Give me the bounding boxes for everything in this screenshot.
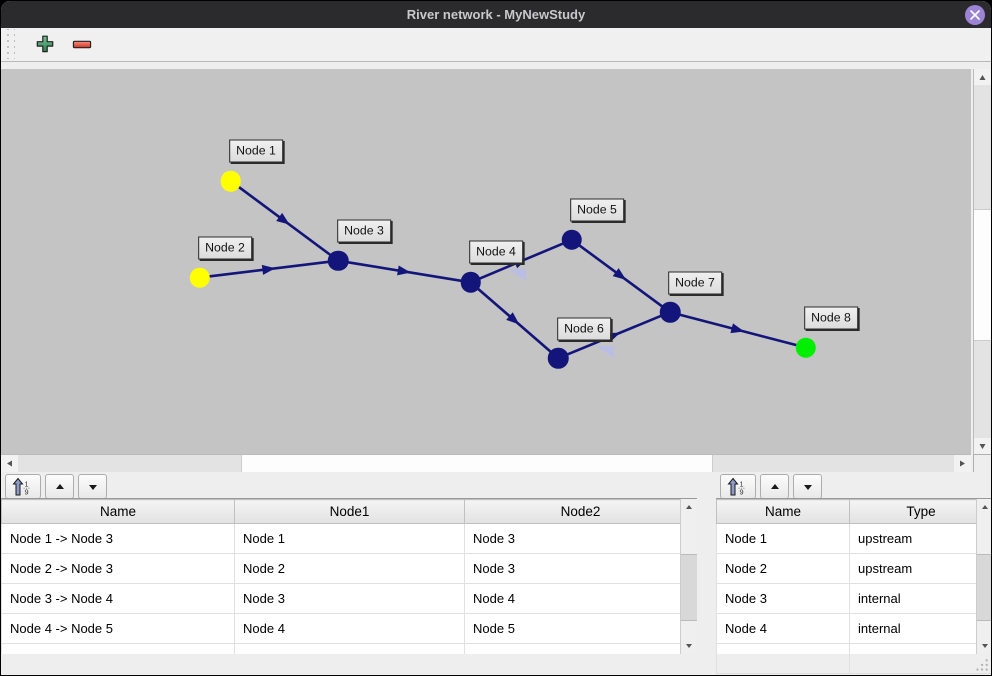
svg-text:9: 9 — [740, 487, 744, 496]
svg-text:9: 9 — [25, 487, 29, 496]
